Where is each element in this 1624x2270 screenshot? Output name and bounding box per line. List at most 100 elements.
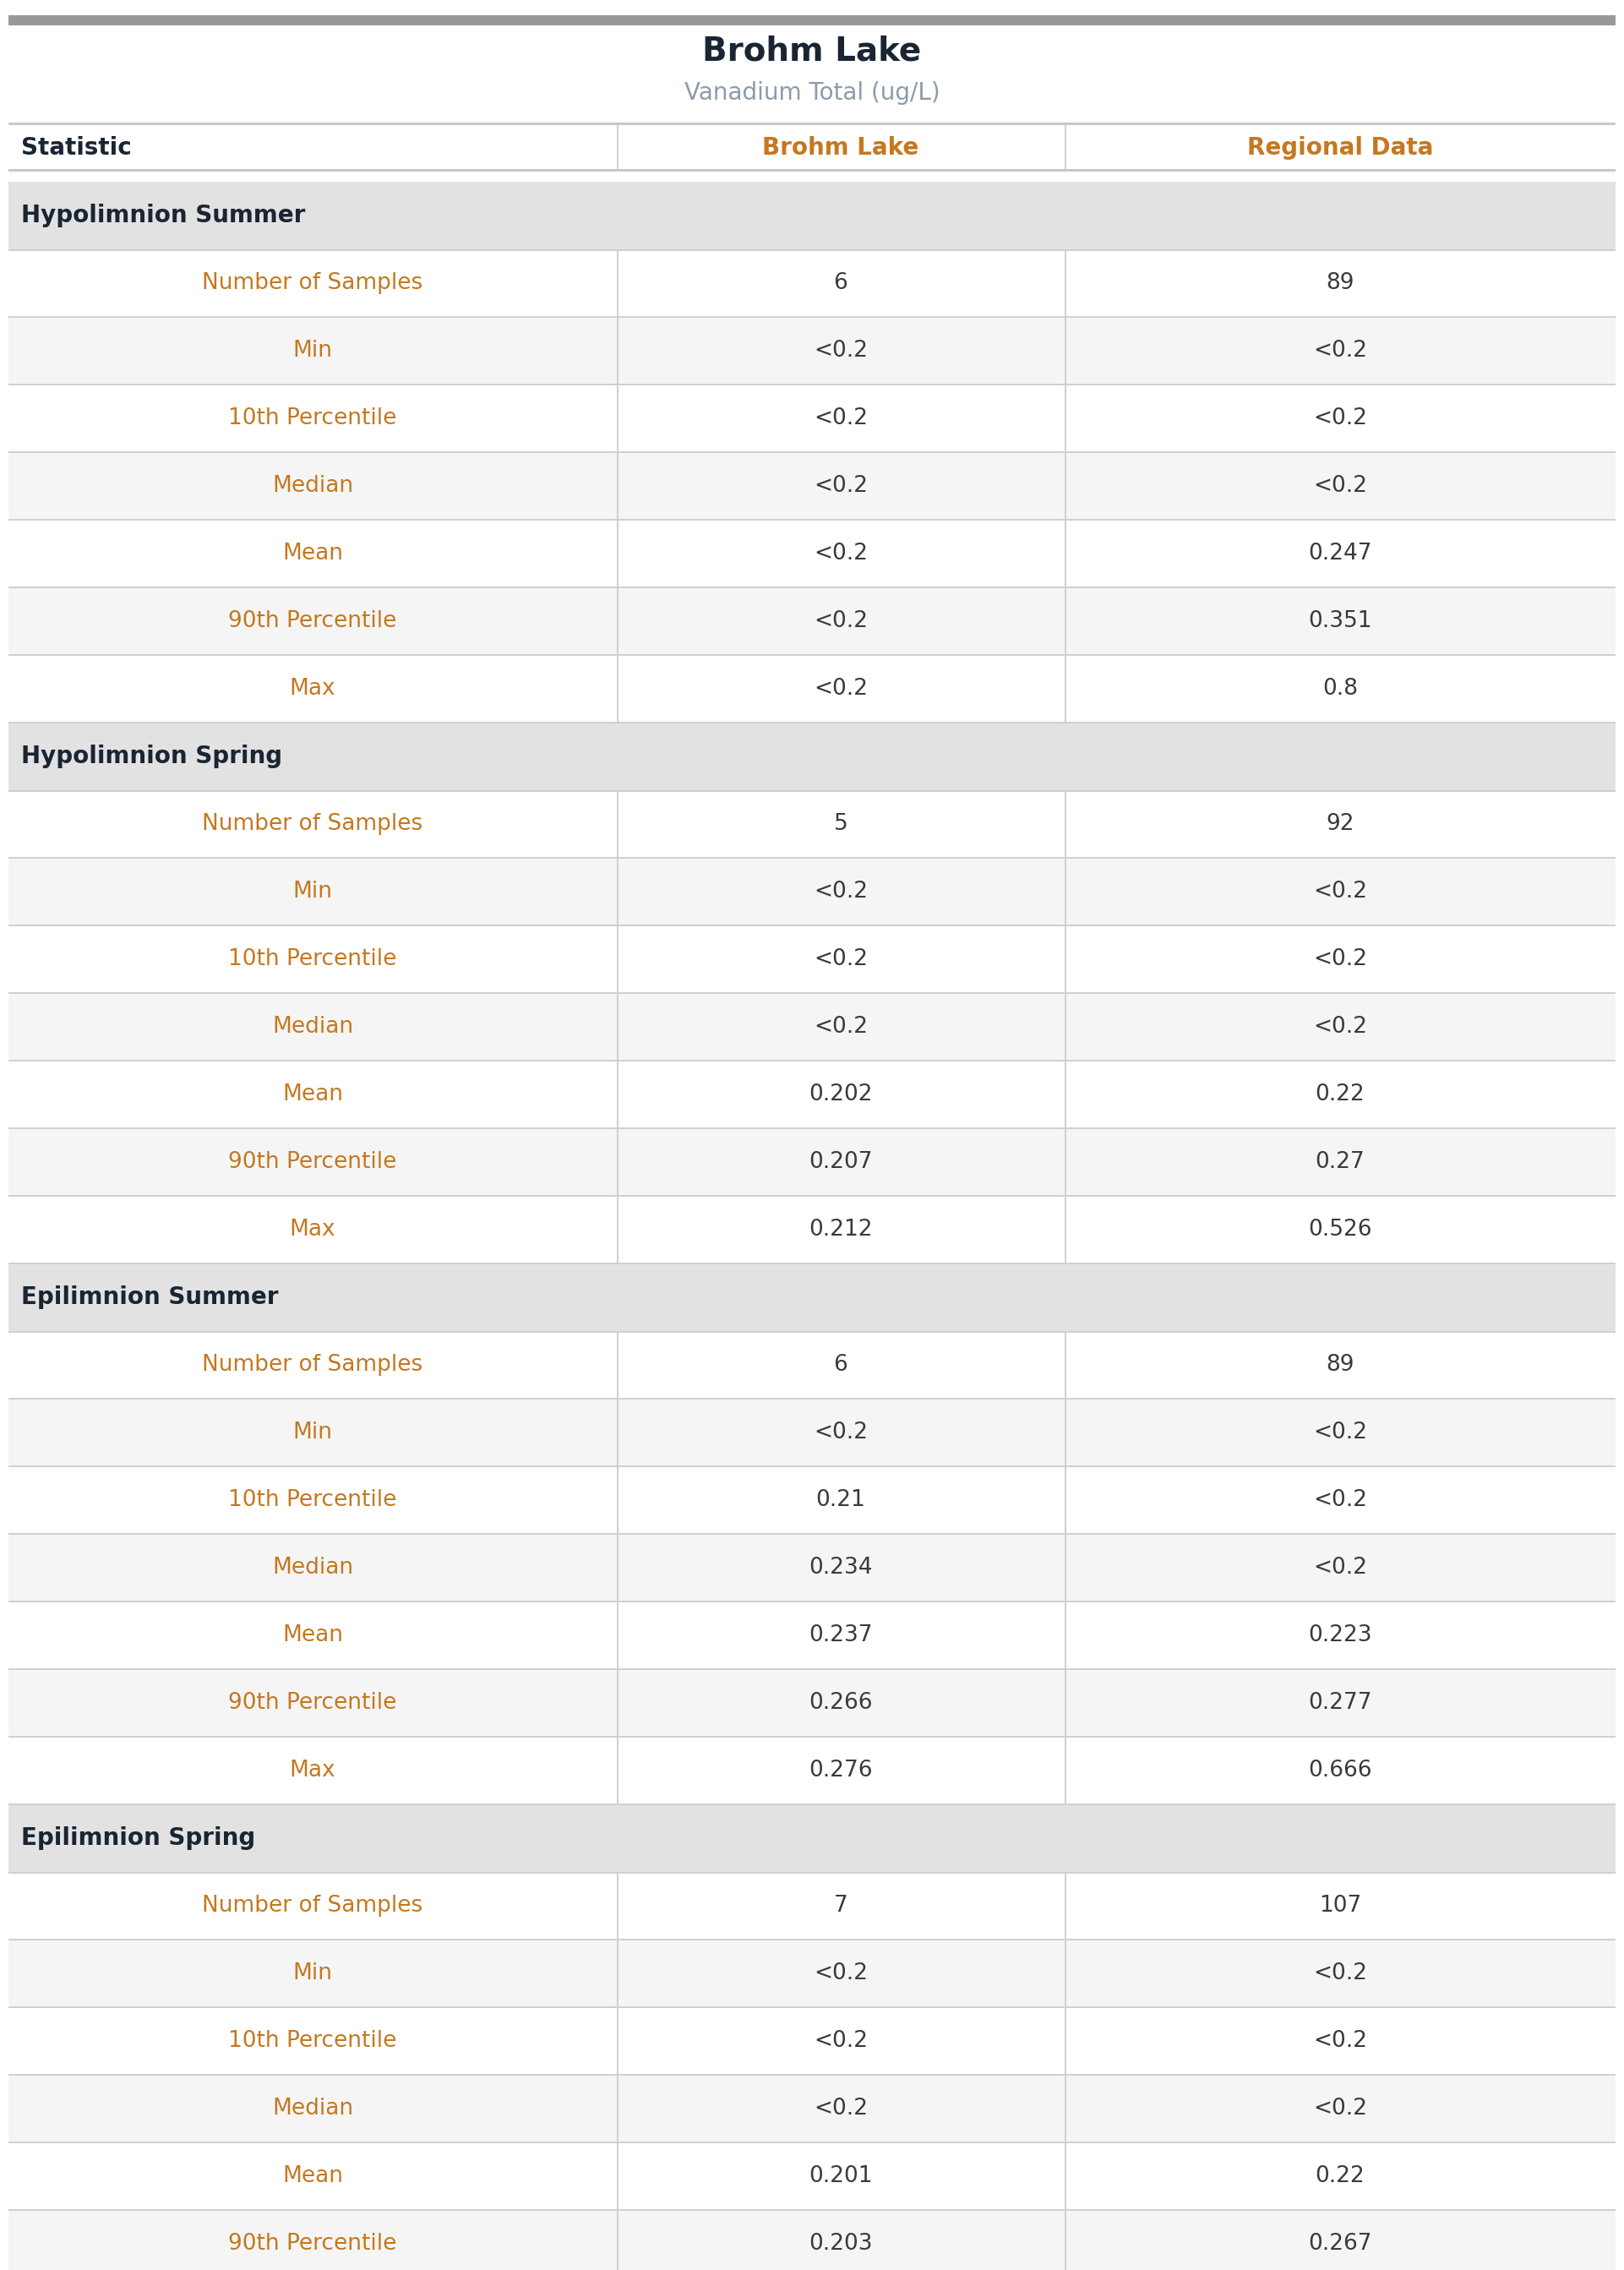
Text: <0.2: <0.2 bbox=[1314, 2029, 1367, 2052]
Text: 7: 7 bbox=[833, 1895, 848, 1916]
Text: 0.223: 0.223 bbox=[1309, 1625, 1372, 1646]
Text: Epilimnion Summer: Epilimnion Summer bbox=[21, 1285, 278, 1310]
Bar bbox=[8, 1330, 1616, 1398]
Text: <0.2: <0.2 bbox=[814, 1961, 867, 1984]
Text: 0.22: 0.22 bbox=[1315, 2166, 1364, 2188]
Text: <0.2: <0.2 bbox=[814, 474, 867, 497]
Text: Vanadium Total (ug/L): Vanadium Total (ug/L) bbox=[684, 82, 940, 104]
Text: <0.2: <0.2 bbox=[1314, 406, 1367, 429]
Text: 90th Percentile: 90th Percentile bbox=[229, 1151, 396, 1174]
Text: 0.21: 0.21 bbox=[815, 1489, 866, 1512]
Text: 0.237: 0.237 bbox=[809, 1625, 872, 1646]
Text: 0.207: 0.207 bbox=[809, 1151, 872, 1174]
Bar bbox=[8, 1264, 1616, 1330]
Text: Brohm Lake: Brohm Lake bbox=[762, 136, 919, 159]
Text: <0.2: <0.2 bbox=[1314, 1961, 1367, 1984]
Bar bbox=[8, 250, 1616, 318]
Text: <0.2: <0.2 bbox=[814, 679, 867, 699]
Bar bbox=[8, 318, 1616, 384]
Text: 10th Percentile: 10th Percentile bbox=[229, 406, 396, 429]
Bar bbox=[8, 1196, 1616, 1264]
Text: Median: Median bbox=[273, 2097, 354, 2120]
Text: 90th Percentile: 90th Percentile bbox=[229, 2234, 396, 2254]
Text: 90th Percentile: 90th Percentile bbox=[229, 611, 396, 631]
Text: <0.2: <0.2 bbox=[814, 949, 867, 969]
Text: Epilimnion Spring: Epilimnion Spring bbox=[21, 1827, 255, 1850]
Text: <0.2: <0.2 bbox=[814, 2097, 867, 2120]
Text: Number of Samples: Number of Samples bbox=[203, 272, 422, 295]
Bar bbox=[8, 384, 1616, 452]
Text: <0.2: <0.2 bbox=[814, 881, 867, 903]
Text: Statistic: Statistic bbox=[21, 136, 132, 159]
Text: <0.2: <0.2 bbox=[1314, 1017, 1367, 1037]
Bar bbox=[8, 182, 1616, 250]
Text: Min: Min bbox=[292, 340, 333, 361]
Bar bbox=[8, 2075, 1616, 2143]
Text: <0.2: <0.2 bbox=[1314, 949, 1367, 969]
Text: 0.351: 0.351 bbox=[1309, 611, 1372, 631]
Text: 0.234: 0.234 bbox=[809, 1557, 872, 1578]
Text: Min: Min bbox=[292, 1421, 333, 1444]
Bar bbox=[8, 722, 1616, 790]
Text: 0.8: 0.8 bbox=[1322, 679, 1358, 699]
Text: <0.2: <0.2 bbox=[814, 611, 867, 631]
Bar bbox=[8, 520, 1616, 588]
Text: 0.267: 0.267 bbox=[1309, 2234, 1372, 2254]
Text: Brohm Lake: Brohm Lake bbox=[703, 34, 921, 66]
Text: 89: 89 bbox=[1325, 272, 1354, 295]
Text: 0.266: 0.266 bbox=[809, 1691, 872, 1714]
Bar bbox=[8, 1060, 1616, 1128]
Text: Median: Median bbox=[273, 1557, 354, 1578]
Text: <0.2: <0.2 bbox=[1314, 881, 1367, 903]
Text: Mean: Mean bbox=[283, 2166, 343, 2188]
Text: 0.27: 0.27 bbox=[1315, 1151, 1364, 1174]
Bar bbox=[8, 16, 1616, 25]
Text: 6: 6 bbox=[833, 272, 848, 295]
Text: <0.2: <0.2 bbox=[814, 543, 867, 565]
Text: Min: Min bbox=[292, 1961, 333, 1984]
Text: Hypolimnion Spring: Hypolimnion Spring bbox=[21, 745, 283, 767]
Text: <0.2: <0.2 bbox=[1314, 1421, 1367, 1444]
Bar bbox=[8, 1939, 1616, 2007]
Text: <0.2: <0.2 bbox=[814, 406, 867, 429]
Text: 0.201: 0.201 bbox=[809, 2166, 872, 2188]
Text: Max: Max bbox=[289, 1759, 336, 1782]
Bar bbox=[8, 1398, 1616, 1466]
Text: Max: Max bbox=[289, 679, 336, 699]
Text: Number of Samples: Number of Samples bbox=[203, 1895, 422, 1916]
Text: 10th Percentile: 10th Percentile bbox=[229, 2029, 396, 2052]
Bar bbox=[8, 790, 1616, 858]
Text: Mean: Mean bbox=[283, 543, 343, 565]
Bar bbox=[8, 992, 1616, 1060]
Text: 107: 107 bbox=[1319, 1895, 1361, 1916]
Bar bbox=[8, 2143, 1616, 2211]
Bar bbox=[8, 1603, 1616, 1668]
Text: <0.2: <0.2 bbox=[1314, 1489, 1367, 1512]
Text: Max: Max bbox=[289, 1219, 336, 1242]
Text: <0.2: <0.2 bbox=[814, 340, 867, 361]
Bar bbox=[8, 452, 1616, 520]
Text: 10th Percentile: 10th Percentile bbox=[229, 949, 396, 969]
Text: 92: 92 bbox=[1325, 813, 1354, 835]
Text: 0.202: 0.202 bbox=[809, 1083, 872, 1105]
Text: <0.2: <0.2 bbox=[1314, 2097, 1367, 2120]
Text: Min: Min bbox=[292, 881, 333, 903]
Text: 90th Percentile: 90th Percentile bbox=[229, 1691, 396, 1714]
Text: 5: 5 bbox=[833, 813, 848, 835]
Text: <0.2: <0.2 bbox=[1314, 1557, 1367, 1578]
Text: Hypolimnion Summer: Hypolimnion Summer bbox=[21, 204, 305, 227]
Text: 0.212: 0.212 bbox=[809, 1219, 872, 1242]
Text: Median: Median bbox=[273, 474, 354, 497]
Text: Regional Data: Regional Data bbox=[1247, 136, 1434, 159]
Bar bbox=[8, 1466, 1616, 1535]
Bar bbox=[8, 1128, 1616, 1196]
Text: 0.666: 0.666 bbox=[1309, 1759, 1372, 1782]
Bar bbox=[8, 926, 1616, 992]
Bar bbox=[8, 2211, 1616, 2270]
Text: Median: Median bbox=[273, 1017, 354, 1037]
Text: Number of Samples: Number of Samples bbox=[203, 1353, 422, 1376]
Bar bbox=[8, 1873, 1616, 1939]
Text: Number of Samples: Number of Samples bbox=[203, 813, 422, 835]
Text: <0.2: <0.2 bbox=[814, 1421, 867, 1444]
Text: Mean: Mean bbox=[283, 1083, 343, 1105]
